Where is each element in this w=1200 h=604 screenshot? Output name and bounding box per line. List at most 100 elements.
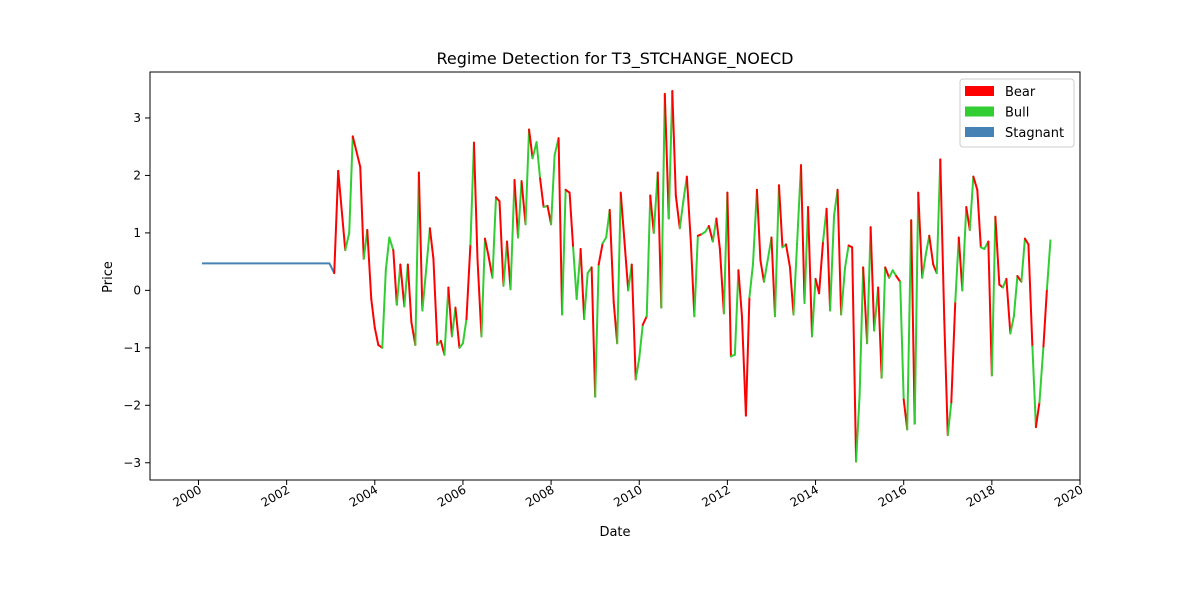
bear-segment (472, 141, 479, 260)
bear-segment (370, 297, 376, 329)
bull-segment (388, 236, 395, 252)
bull-segment (855, 393, 861, 463)
legend-swatch-bear (965, 86, 994, 96)
bull-segment (450, 306, 457, 338)
bull-segment (774, 184, 780, 318)
bull-segment (381, 269, 387, 349)
legend-label-bear: Bear (1005, 85, 1036, 100)
bear-segment (987, 240, 993, 377)
bear-segment (498, 200, 505, 287)
y-tick-label: 1 (133, 226, 141, 240)
bull-segment (880, 266, 887, 379)
bull-segment (509, 179, 516, 291)
bull-segment (524, 128, 531, 226)
bear-segment (674, 194, 681, 230)
bear-segment (777, 184, 784, 249)
bull-segment (990, 215, 997, 377)
bear-segment (884, 266, 891, 279)
bear-segment (373, 326, 380, 346)
legend-label-bull: Bull (1005, 106, 1029, 121)
bear-segment (351, 135, 362, 168)
bear-segment (689, 240, 696, 318)
bear-segment (957, 236, 964, 292)
bull-segment (491, 196, 497, 279)
bear-segment (333, 169, 340, 275)
bull-segment (1031, 345, 1037, 429)
bull-segment (733, 269, 740, 356)
bull-segment (888, 269, 894, 279)
bull-segment (616, 191, 622, 345)
bull-segment (461, 318, 468, 345)
bear-segment (759, 259, 765, 283)
bull-segment (575, 247, 582, 300)
bear-segment (972, 175, 979, 191)
y-tick-label: −3 (123, 456, 141, 470)
bear-segment (568, 191, 575, 249)
bull-segment (421, 266, 428, 312)
bull-segment (954, 236, 960, 303)
bull-segment (866, 226, 872, 345)
bear-segment (476, 257, 483, 338)
bull-segment (1012, 275, 1019, 318)
bear-segment (895, 275, 902, 283)
bear-segment (939, 158, 946, 321)
bear-segment (406, 263, 413, 323)
bull-segment (1038, 345, 1045, 404)
bull-segment (946, 401, 953, 437)
bull-segment (517, 180, 523, 239)
bull-segment (722, 191, 729, 315)
bull-segment (1045, 239, 1052, 291)
bull-segment (667, 89, 674, 220)
legend: Bear Bull Stagnant (959, 78, 1075, 148)
bear-segment (800, 164, 806, 305)
chart-title: Regime Detection for T3_STCHANGE_NOECD (437, 49, 794, 69)
bear-segment (950, 300, 957, 404)
bear-segment (785, 243, 791, 269)
bear-segment (707, 225, 714, 243)
bear-segment (590, 266, 597, 398)
bull-segment (968, 175, 975, 232)
bear-segment (685, 175, 692, 243)
bull-segment (561, 188, 567, 316)
bull-segment (935, 158, 942, 275)
bear-segment (619, 191, 626, 246)
bull-segment (906, 219, 913, 431)
bull-segment (601, 236, 608, 245)
bear-segment (513, 179, 520, 239)
bear-segment (740, 315, 747, 417)
bull-segment (829, 214, 836, 312)
bear-segment (671, 89, 677, 197)
bear-segment (465, 243, 472, 321)
bear-segment (428, 227, 435, 260)
bull-segment (1020, 237, 1026, 283)
bear-segment (359, 165, 365, 260)
bull-segment (924, 234, 931, 256)
bull-segment (594, 263, 600, 398)
bear-segment (399, 263, 406, 308)
bear-segment (1023, 237, 1030, 246)
bull-segment (792, 243, 799, 316)
bear-segment (994, 215, 1001, 286)
bear-segment (630, 263, 637, 381)
legend-swatch-stagnant (965, 127, 994, 137)
bear-segment (976, 188, 982, 249)
bull-segment (711, 217, 718, 243)
bull-segment (348, 135, 354, 234)
bull-segment (535, 141, 542, 180)
bear-segment (1034, 401, 1041, 429)
bear-segment (392, 249, 398, 306)
bear-segment (1005, 277, 1012, 335)
bear-segment (623, 243, 630, 292)
bear-segment (447, 286, 453, 338)
bear-segment (483, 237, 490, 257)
bull-segment (678, 200, 685, 230)
bull-segment (762, 257, 769, 283)
plot-frame (149, 71, 1081, 481)
bear-segment (851, 246, 858, 463)
y-tick-label: 2 (133, 168, 141, 182)
bear-segment (869, 226, 876, 332)
y-tick-label: −1 (123, 341, 141, 355)
bear-segment (663, 92, 670, 220)
